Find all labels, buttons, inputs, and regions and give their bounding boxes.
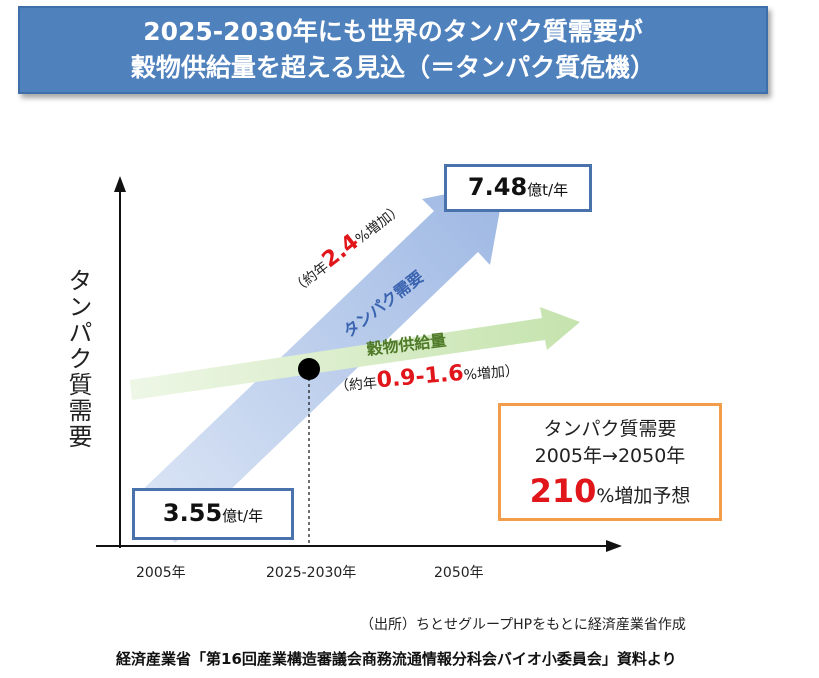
start-value-unit: 億t/年 bbox=[222, 507, 264, 525]
summary-value: 210 bbox=[529, 472, 597, 510]
summary-line-2: 2005年→2050年 bbox=[534, 445, 686, 467]
credit-note: 経済産業省「第16回産業構造審議会商務流通情報分科会バイオ小委員会」資料より bbox=[116, 650, 677, 668]
summary-line-1: タンパク質需要 bbox=[543, 418, 677, 440]
end-value: 7.48 bbox=[467, 173, 528, 201]
summary-box: タンパク質需要 2005年→2050年 210%増加予想 bbox=[498, 403, 722, 521]
x-tick-2050: 2050年 bbox=[434, 565, 484, 581]
title-banner: 2025-2030年にも世界のタンパク質需要が 穀物供給量を超える見込（＝タンパ… bbox=[18, 6, 768, 94]
start-value: 3.55 bbox=[162, 499, 223, 527]
x-tick-2025-2030: 2025-2030年 bbox=[266, 565, 357, 581]
grain-rate-suffix: %増加） bbox=[463, 362, 520, 384]
source-note: （出所）ちとせグループHPをもとに経済産業省作成 bbox=[360, 617, 686, 633]
summary-line-3: 210%増加予想 bbox=[501, 472, 719, 510]
grain-rate-prefix: （約年 bbox=[334, 375, 378, 396]
x-axis-arrowhead bbox=[606, 540, 622, 552]
y-axis-arrowhead bbox=[114, 176, 126, 192]
y-axis-label: タンパク質需要 bbox=[64, 268, 92, 450]
title-line-2: 穀物供給量を超える見込（＝タンパク質危機） bbox=[130, 53, 656, 82]
start-value-box: 3.55 億t/年 bbox=[132, 488, 294, 540]
title-line-1: 2025-2030年にも世界のタンパク質需要が bbox=[143, 17, 643, 46]
intersection-point bbox=[298, 358, 320, 380]
end-value-unit: 億t/年 bbox=[527, 181, 569, 199]
x-tick-2005: 2005年 bbox=[136, 565, 186, 581]
summary-suffix: %増加予想 bbox=[596, 485, 691, 507]
end-value-box: 7.48 億t/年 bbox=[444, 164, 592, 212]
grain-supply-arrow bbox=[130, 307, 580, 400]
